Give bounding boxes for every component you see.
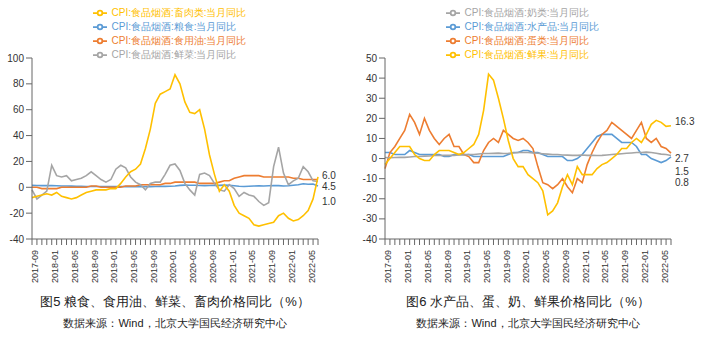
html-text:CPI:食品烟酒:鲜果:当月同比: CPI:食品烟酒:鲜果:当月同比 <box>464 48 590 60</box>
svg-text:2022-01: 2022-01 <box>287 250 297 283</box>
svg-text:6.0: 6.0 <box>322 170 336 181</box>
svg-text:2018-05: 2018-05 <box>70 250 80 283</box>
svg-text:-20: -20 <box>10 208 25 219</box>
html-text:数据来源：Wind，北京大学国民经济研究中心: 数据来源：Wind，北京大学国民经济研究中心 <box>63 317 287 329</box>
svg-text:2020-01: 2020-01 <box>521 250 531 283</box>
svg-text:2020-01: 2020-01 <box>168 250 178 283</box>
svg-text:1.5: 1.5 <box>675 166 689 177</box>
svg-text:50: 50 <box>366 53 378 64</box>
svg-text:2.7: 2.7 <box>675 153 689 164</box>
svg-text:2017-09: 2017-09 <box>383 250 393 283</box>
svg-text:20: 20 <box>13 156 25 167</box>
svg-text:30: 30 <box>366 93 378 104</box>
svg-text:0.8: 0.8 <box>675 177 689 188</box>
svg-text:40: 40 <box>366 73 378 84</box>
html-text:CPI:食品烟酒:鲜菜:当月同比: CPI:食品烟酒:鲜菜:当月同比 <box>111 48 237 60</box>
svg-text:-10: -10 <box>363 173 378 184</box>
svg-text:2018-01: 2018-01 <box>403 250 413 283</box>
svg-text:2018-05: 2018-05 <box>423 250 433 283</box>
svg-text:60: 60 <box>13 104 25 115</box>
svg-text:10: 10 <box>366 133 378 144</box>
svg-text:2022-01: 2022-01 <box>640 250 650 283</box>
svg-text:0: 0 <box>371 153 377 164</box>
svg-text:2021-09: 2021-09 <box>620 250 630 283</box>
svg-text:20: 20 <box>366 113 378 124</box>
svg-text:2019-09: 2019-09 <box>502 250 512 283</box>
svg-text:2022-05: 2022-05 <box>660 250 670 283</box>
svg-text:2019-05: 2019-05 <box>129 250 139 283</box>
svg-text:2021-05: 2021-05 <box>247 250 257 283</box>
svg-text:100: 100 <box>7 53 24 64</box>
html-text:图5 粮食、食用油、鲜菜、畜肉价格同比（%）: 图5 粮食、食用油、鲜菜、畜肉价格同比（%） <box>40 294 310 309</box>
svg-text:2019-01: 2019-01 <box>462 250 472 283</box>
svg-text:-40: -40 <box>10 234 25 245</box>
html-text:图6 水产品、蛋、奶、鲜果价格同比（%）: 图6 水产品、蛋、奶、鲜果价格同比（%） <box>406 294 650 309</box>
html-text:CPI:食品烟酒:水产品:当月同比: CPI:食品烟酒:水产品:当月同比 <box>464 20 600 32</box>
svg-text:-40: -40 <box>363 234 378 245</box>
html-text:CPI:食品烟酒:食用油:当月同比: CPI:食品烟酒:食用油:当月同比 <box>111 34 247 46</box>
svg-text:2020-05: 2020-05 <box>541 250 551 283</box>
html-text:CPI:食品烟酒:畜肉类:当月同比: CPI:食品烟酒:畜肉类:当月同比 <box>111 6 247 18</box>
svg-text:80: 80 <box>13 78 25 89</box>
html-text:CPI:食品烟酒:蛋类:当月同比: CPI:食品烟酒:蛋类:当月同比 <box>464 34 590 46</box>
svg-text:2018-09: 2018-09 <box>90 250 100 283</box>
html-text:CPI:食品烟酒:奶类:当月同比: CPI:食品烟酒:奶类:当月同比 <box>464 6 590 18</box>
svg-text:2021-05: 2021-05 <box>600 250 610 283</box>
svg-text:4.5: 4.5 <box>322 181 336 192</box>
svg-text:2020-05: 2020-05 <box>188 250 198 283</box>
svg-text:2018-09: 2018-09 <box>443 250 453 283</box>
svg-text:2019-05: 2019-05 <box>482 250 492 283</box>
svg-text:-20: -20 <box>363 193 378 204</box>
svg-text:2018-01: 2018-01 <box>50 250 60 283</box>
svg-text:2020-09: 2020-09 <box>208 250 218 283</box>
svg-text:-30: -30 <box>363 213 378 224</box>
svg-text:2021-01: 2021-01 <box>228 250 238 283</box>
svg-text:2019-09: 2019-09 <box>149 250 159 283</box>
svg-text:2020-09: 2020-09 <box>561 250 571 283</box>
svg-text:16.3: 16.3 <box>675 116 695 127</box>
svg-text:0: 0 <box>18 182 24 193</box>
svg-text:2019-01: 2019-01 <box>109 250 119 283</box>
html-text:CPI:食品烟酒:粮食:当月同比: CPI:食品烟酒:粮食:当月同比 <box>111 20 237 32</box>
svg-text:1.0: 1.0 <box>322 196 336 207</box>
html-text:数据来源：Wind，北京大学国民经济研究中心: 数据来源：Wind，北京大学国民经济研究中心 <box>416 317 640 329</box>
svg-text:40: 40 <box>13 130 25 141</box>
svg-text:2021-09: 2021-09 <box>267 250 277 283</box>
svg-text:2021-01: 2021-01 <box>581 250 591 283</box>
svg-text:2022-05: 2022-05 <box>307 250 317 283</box>
svg-text:2017-09: 2017-09 <box>30 250 40 283</box>
